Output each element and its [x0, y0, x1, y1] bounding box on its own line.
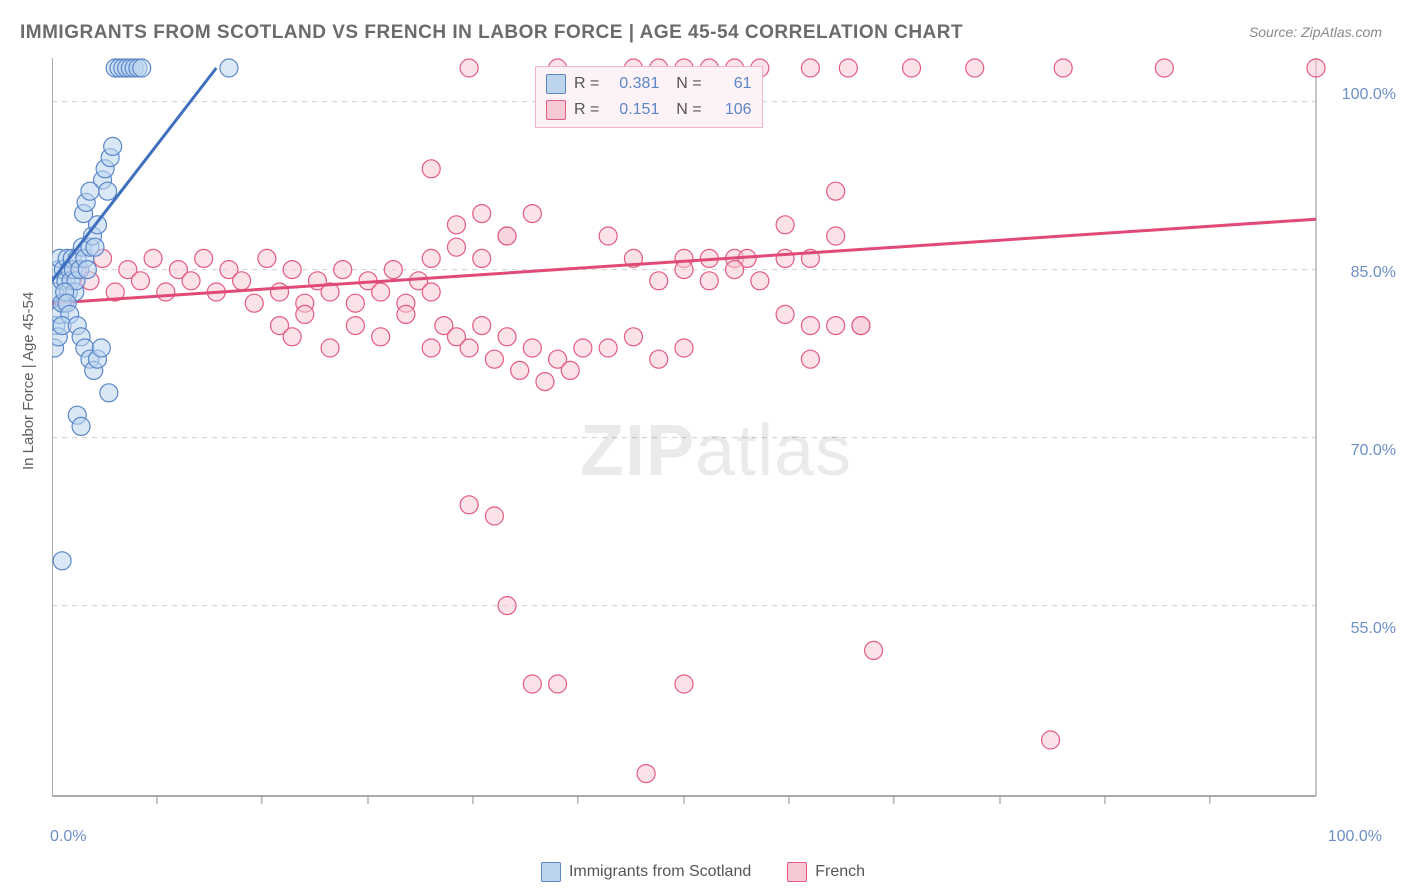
x-legend: Immigrants from Scotland French — [0, 862, 1406, 882]
r-value-scotland: 0.381 — [607, 71, 659, 97]
stats-legend-box: R = 0.381 N = 61 R = 0.151 N = 106 — [535, 66, 763, 128]
swatch-scotland-icon — [546, 74, 566, 94]
n-value-scotland: 61 — [710, 71, 752, 97]
ytick-55: 55.0% — [1351, 620, 1396, 638]
xtick-100: 100.0% — [1328, 828, 1382, 846]
stats-row-scotland: R = 0.381 N = 61 — [546, 71, 752, 97]
plot-area — [52, 58, 1382, 816]
ytick-85: 85.0% — [1351, 264, 1396, 282]
stats-row-french: R = 0.151 N = 106 — [546, 97, 752, 123]
legend-label-french: French — [815, 863, 865, 881]
ytick-100: 100.0% — [1342, 86, 1396, 104]
xtick-0: 0.0% — [50, 828, 86, 846]
ytick-70: 70.0% — [1351, 442, 1396, 460]
legend-french: French — [787, 862, 865, 882]
n-value-french: 106 — [710, 97, 752, 123]
legend-label-scotland: Immigrants from Scotland — [569, 863, 751, 881]
r-value-french: 0.151 — [607, 97, 659, 123]
legend-swatch-french-icon — [787, 862, 807, 882]
swatch-french-icon — [546, 100, 566, 120]
source-attribution: Source: ZipAtlas.com — [1249, 24, 1382, 40]
scatter-svg — [52, 58, 1382, 816]
chart-title: IMMIGRANTS FROM SCOTLAND VS FRENCH IN LA… — [20, 22, 963, 44]
legend-swatch-scotland-icon — [541, 862, 561, 882]
y-axis-label: In Labor Force | Age 45-54 — [20, 292, 37, 470]
legend-scotland: Immigrants from Scotland — [541, 862, 751, 882]
